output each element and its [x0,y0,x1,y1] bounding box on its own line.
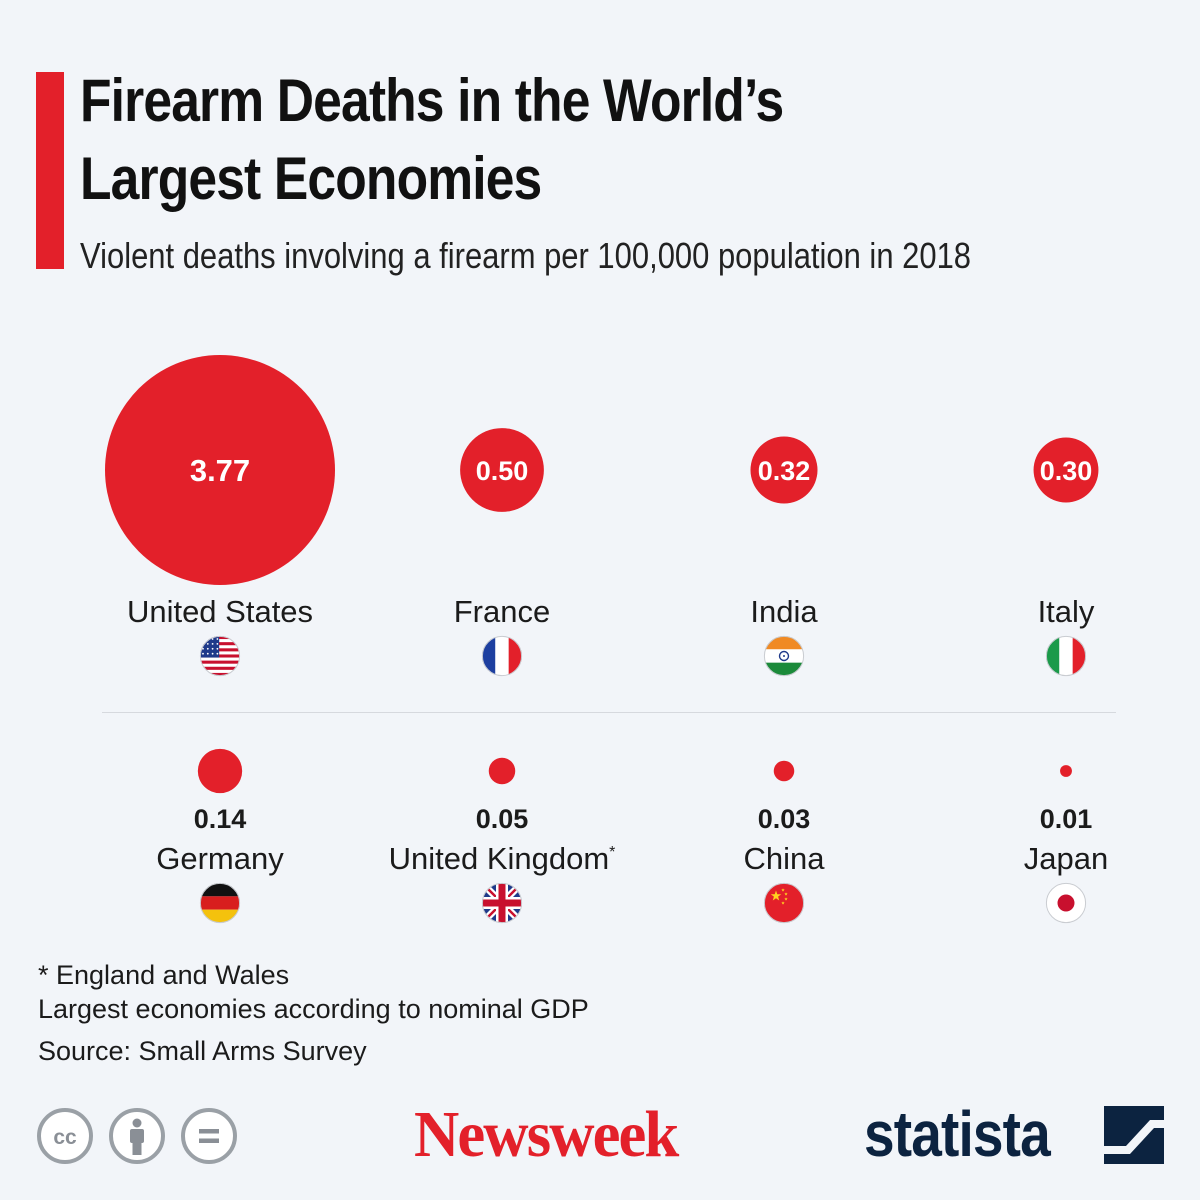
title-line-1: Firearm Deaths in the World’s [80,67,784,134]
footnote-marker: * [609,844,615,861]
bubble-germany [197,748,243,794]
title-line-2: Largest Economies [80,145,542,212]
creative-commons-icon: cc [37,1108,93,1164]
bubble-group-united-states: 3.77 United States [105,355,335,677]
bubble-united-states [105,355,335,585]
category-label-united-states: United States [127,594,313,629]
japan-flag-icon [1045,882,1087,924]
value-label-china: 0.03 [758,804,811,834]
statista-logo-icon [1104,1106,1164,1164]
bubble-chart: 3.77 United States 0.50 France 0.32 India 0.30… [105,355,1108,924]
bubble-italy [1033,437,1099,503]
value-label-italy: 0.30 [1040,456,1093,486]
germany-flag-icon [199,882,241,924]
bubble-china [773,760,795,782]
bubble-japan [1060,765,1072,777]
bubble-group-india: 0.32 India [750,436,818,677]
value-label-united-kingdom: 0.05 [476,804,529,834]
bubble-group-italy: 0.30 Italy [1033,437,1099,677]
footnote-asterisk: * England and Wales [38,960,290,990]
bubble-group-china: 0.03 China [744,760,826,924]
attribution-icon [109,1108,165,1164]
title-accent-bar [36,72,64,269]
bubble-united-kingdom [488,757,516,785]
category-label-japan: Japan [1024,841,1108,876]
category-label-italy: Italy [1038,594,1095,629]
china-flag-icon [763,882,805,924]
value-label-germany: 0.14 [194,804,247,834]
category-label-germany: Germany [156,841,284,876]
india-flag-icon [763,635,805,677]
uk-flag-icon [481,882,523,924]
svg-text:cc: cc [53,1126,77,1149]
category-label-india: India [750,594,818,629]
france-flag-icon [481,635,523,677]
bubble-group-germany: 0.14 Germany [156,748,284,924]
italy-flag-icon [1045,635,1087,677]
category-label-france: France [454,594,550,629]
bubble-france [460,428,544,512]
chart-subtitle: Violent deaths involving a firearm per 1… [80,235,972,276]
value-label-india: 0.32 [758,456,811,486]
row-divider [102,712,1116,713]
footnote-gdp: Largest economies according to nominal G… [38,994,589,1024]
us-flag-icon [199,635,241,677]
chart-title: Firearm Deaths in the World’s Largest Ec… [80,62,1009,218]
no-derivatives-icon [181,1108,237,1164]
statista-logo-text: statista [864,1098,1051,1170]
category-label-united-kingdom: United Kingdom* [389,841,616,876]
value-label-france: 0.50 [476,456,529,486]
source-note: Source: Small Arms Survey [38,1036,367,1066]
value-label-japan: 0.01 [1040,804,1093,834]
value-label-united-states: 3.77 [190,453,250,488]
bubble-group-united-kingdom: 0.05 United Kingdom* [389,757,616,924]
newsweek-logo: Newsweek [414,1098,679,1171]
category-label-china: China [744,841,826,876]
bubble-group-japan: 0.01 Japan [1024,765,1108,924]
bubble-group-france: 0.50 France [454,428,550,677]
bubble-india [750,436,818,504]
